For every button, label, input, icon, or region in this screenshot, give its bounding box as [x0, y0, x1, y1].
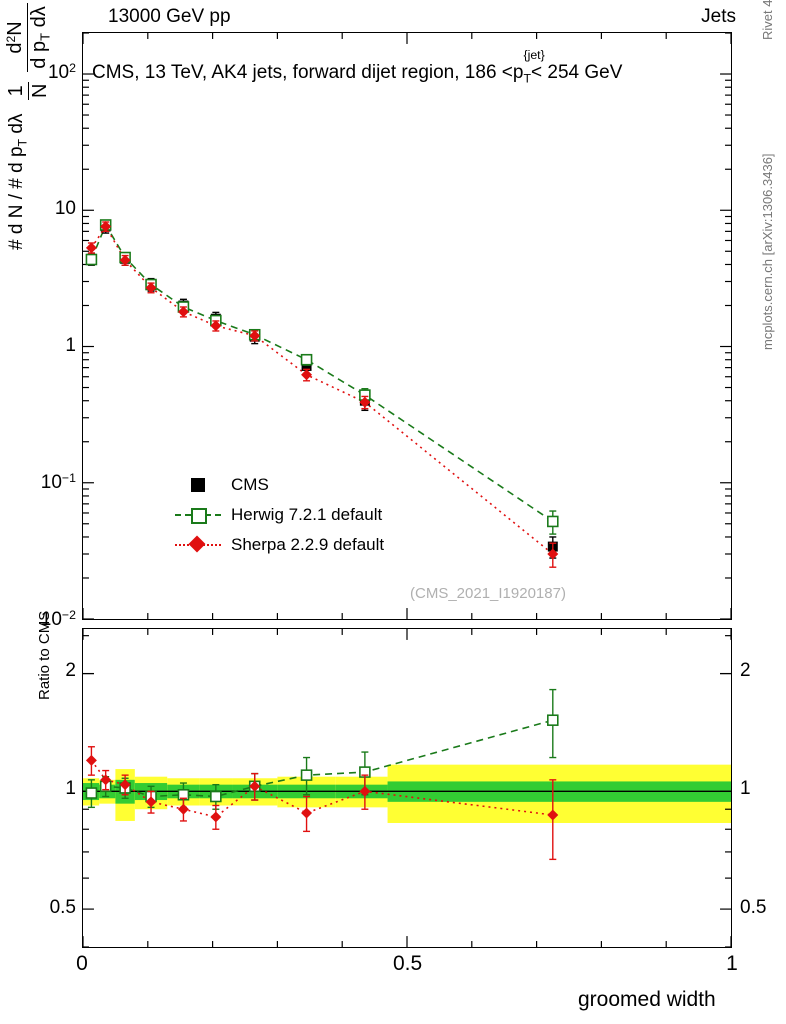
- main-y-tick-label: 10−1: [40, 471, 76, 494]
- main-y-tick-label: 10: [54, 197, 76, 219]
- legend-item: Sherpa 2.2.9 default: [175, 530, 384, 560]
- main-plot-title: CMS, 13 TeV, AK4 jets, forward dijet reg…: [92, 48, 623, 86]
- main-plot-panel: [82, 32, 732, 620]
- legend-item: CMS: [175, 470, 384, 500]
- ratio-plot-svg: [82, 629, 732, 948]
- x-tick-label: 0.5: [393, 952, 423, 975]
- ratio-y-axis-title: Ratio to CMS: [36, 610, 53, 700]
- legend-marker-1: [175, 476, 221, 494]
- legend-label: Sherpa 2.2.9 default: [231, 535, 385, 554]
- ratio-y-tick-label-right: 0.5: [740, 896, 767, 918]
- ratio-y-tick-label: 1: [65, 778, 76, 800]
- mcplots-reference-label: mcplots.cern.ch [arXiv:1306.3436]: [760, 153, 775, 350]
- x-tick-label: 0: [76, 952, 88, 975]
- x-tick-label: 1: [726, 952, 738, 975]
- ratio-y-tick-label-right: 2: [740, 659, 751, 681]
- ratio-y-tick-label-right: 1: [740, 778, 751, 800]
- legend: CMS Herwig 7.2.1 default Sherpa 2.2.9 defa…: [175, 470, 384, 560]
- main-y-tick-label: 1: [65, 334, 76, 356]
- rivet-version-label: Rivet 4.1.0, ≥ 100k events: [760, 0, 786, 55]
- analysis-id-watermark: (CMS_2021_I1920187): [410, 585, 566, 602]
- header-right-label: Jets: [701, 6, 736, 27]
- legend-label: CMS: [231, 475, 269, 494]
- header-left-label: 13000 GeV pp: [108, 6, 231, 27]
- legend-label: Herwig 7.2.1 default: [231, 505, 383, 524]
- ratio-y-tick-label: 0.5: [49, 896, 76, 918]
- ratio-y-tick-label: 2: [65, 659, 76, 681]
- legend-marker-3: [175, 535, 221, 554]
- x-axis-title: groomed width: [578, 988, 716, 1011]
- legend-item: Herwig 7.2.1 default: [175, 500, 384, 530]
- ratio-plot-panel: [82, 628, 732, 948]
- legend-marker-2: [175, 506, 221, 524]
- main-y-tick-label: 102: [47, 61, 76, 84]
- main-y-tick-label: 10−2: [40, 608, 76, 631]
- main-plot-svg: [82, 32, 732, 620]
